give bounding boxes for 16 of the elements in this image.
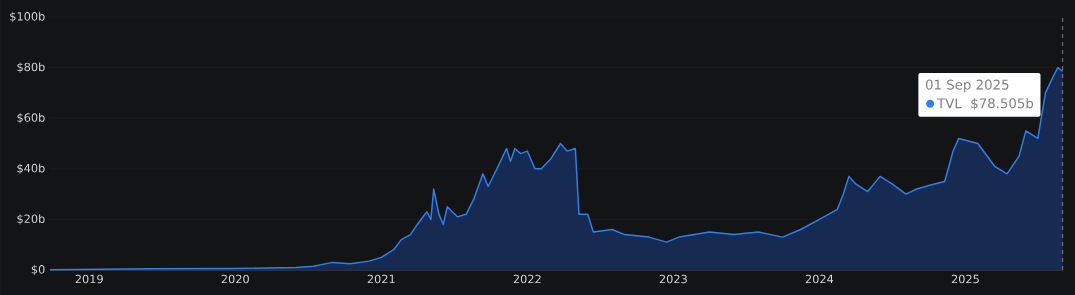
x-tick-label: 2025 (951, 274, 979, 284)
annotation: $78.505b (971, 98, 1034, 111)
x-tick-label: 2024 (805, 274, 834, 284)
annotation: 01 Sep 2025 (925, 79, 1009, 93)
y-tick-label: $40b (17, 163, 45, 174)
x-tick-label: 2022 (513, 274, 541, 284)
x-tick-label: 2020 (221, 274, 249, 284)
y-tick-label: $0 (31, 264, 45, 276)
x-tick-label: 2019 (75, 274, 103, 284)
x-tick-label: 2023 (659, 274, 687, 284)
y-tick-label: $20b (17, 214, 45, 225)
y-tick-label: $60b (17, 113, 45, 124)
y-tick-label: $80b (17, 62, 45, 73)
y-tick-label: $100b (10, 11, 45, 23)
legend-label: TVL (937, 98, 962, 109)
x-tick-label: 2021 (367, 274, 395, 284)
